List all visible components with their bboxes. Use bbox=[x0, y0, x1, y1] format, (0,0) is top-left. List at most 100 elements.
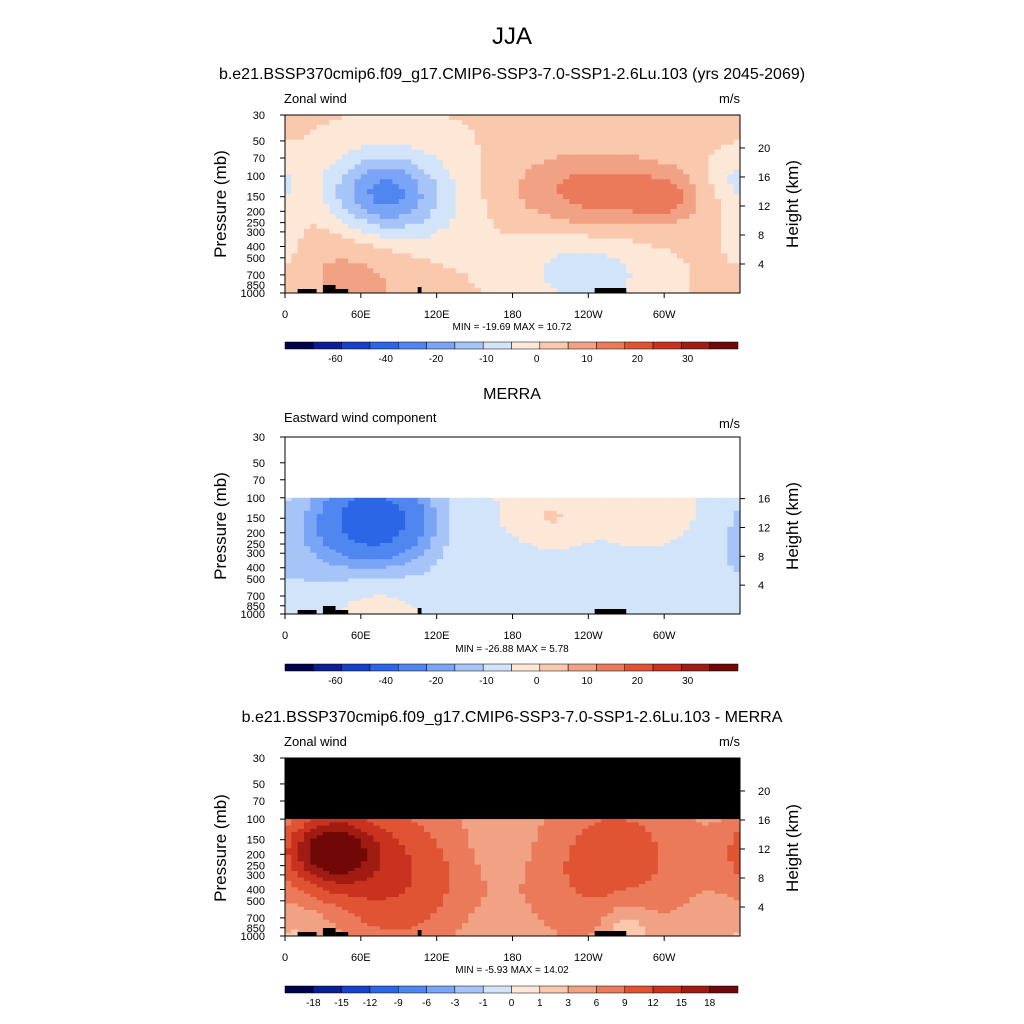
colorbar-box bbox=[284, 985, 314, 994]
y-tick-label: 70 bbox=[253, 475, 265, 487]
y-tick-label: 1000 bbox=[241, 609, 265, 621]
y-tick-label: 850 bbox=[247, 280, 265, 292]
topography-marker bbox=[594, 609, 627, 614]
colorbar-box bbox=[341, 985, 371, 994]
height-tick-label: 20 bbox=[758, 786, 770, 798]
y-tick-label: 100 bbox=[247, 171, 265, 183]
page-title: JJA bbox=[492, 23, 532, 50]
x-tick-label: 120W bbox=[574, 630, 603, 642]
x-tick-label: 120E bbox=[424, 952, 450, 964]
colorbar-box bbox=[709, 663, 739, 672]
x-tick-label: 60E bbox=[351, 630, 371, 642]
colorbar-box bbox=[596, 663, 625, 672]
colorbar-box bbox=[341, 341, 371, 350]
colorbar-label: -10 bbox=[479, 676, 494, 687]
colorbar-label: -40 bbox=[378, 354, 393, 365]
height-tick-label: 12 bbox=[758, 844, 770, 856]
y-tick-label: 400 bbox=[247, 884, 265, 896]
height-tick-label: 20 bbox=[758, 143, 770, 155]
y-tick-label: 30 bbox=[253, 432, 265, 444]
colorbar-box bbox=[482, 985, 512, 994]
colorbar-box bbox=[596, 341, 625, 350]
minmax-label: MIN = -5.93 MAX = 14.02 bbox=[455, 965, 569, 976]
colorbar-box bbox=[624, 341, 654, 350]
colorbar-box bbox=[482, 663, 512, 672]
topography-marker bbox=[297, 610, 317, 614]
y-tick-label: 150 bbox=[247, 513, 265, 525]
height-tick-label: 16 bbox=[758, 172, 770, 184]
colorbar-label: 20 bbox=[632, 676, 644, 687]
y-tick-label: 150 bbox=[247, 835, 265, 847]
colorbar-label: 6 bbox=[594, 998, 600, 1009]
variable-label: Eastward wind component bbox=[284, 410, 437, 425]
missing-data-region bbox=[285, 758, 740, 820]
y-tick-label: 70 bbox=[253, 796, 265, 808]
colorbar-box bbox=[426, 663, 456, 672]
x-tick-label: 60W bbox=[653, 630, 676, 642]
y-tick-label: 30 bbox=[253, 110, 265, 122]
colorbar-box bbox=[567, 985, 597, 994]
colorbar-box bbox=[681, 663, 710, 672]
height-tick-label: 12 bbox=[758, 201, 770, 213]
variable-label: Zonal wind bbox=[284, 734, 347, 749]
topography-marker bbox=[297, 932, 317, 936]
colorbar-box bbox=[681, 985, 710, 994]
colorbar: -60 -40 -20 -10 0 10 20 30 bbox=[284, 663, 739, 687]
x-tick-label: 0 bbox=[282, 630, 288, 642]
panel-merra: MERRA Eastward wind component m/s Pressu… bbox=[211, 386, 802, 687]
colorbar-box bbox=[511, 663, 541, 672]
topography-marker bbox=[335, 932, 349, 936]
colorbar-label: 20 bbox=[632, 354, 644, 365]
x-tick-label: 0 bbox=[282, 952, 288, 964]
colorbar-box bbox=[284, 341, 314, 350]
colorbar-box bbox=[709, 341, 739, 350]
topography-marker bbox=[322, 606, 336, 614]
y-tick-label: 100 bbox=[247, 493, 265, 505]
y-tick-label: 300 bbox=[247, 870, 265, 882]
colorbar-label: -9 bbox=[394, 998, 403, 1009]
height-tick-label: 4 bbox=[758, 259, 764, 271]
colorbar-box bbox=[511, 341, 541, 350]
colorbar-box bbox=[398, 663, 427, 672]
colorbar-box bbox=[539, 663, 569, 672]
panel-model: b.e21.BSSP370cmip6.f09_g17.CMIP6-SSP3-7.… bbox=[211, 66, 805, 365]
y-tick-label: 200 bbox=[247, 528, 265, 540]
colorbar-box bbox=[313, 663, 342, 672]
topography-marker bbox=[322, 928, 336, 936]
colorbar-box bbox=[624, 663, 654, 672]
x-tick-label: 60E bbox=[351, 952, 371, 964]
topography-marker bbox=[594, 931, 627, 936]
y-axis-label: Pressure (mb) bbox=[211, 794, 230, 902]
colorbar-box bbox=[652, 341, 682, 350]
y-tick-label: 70 bbox=[253, 153, 265, 165]
panel-difference: b.e21.BSSP370cmip6.f09_g17.CMIP6-SSP3-7.… bbox=[211, 709, 802, 1009]
y-tick-label: 850 bbox=[247, 601, 265, 613]
x-tick-label: 0 bbox=[282, 309, 288, 321]
y-axis-right-label: Height (km) bbox=[783, 160, 802, 248]
colorbar-box bbox=[454, 985, 484, 994]
colorbar-label: 30 bbox=[682, 676, 694, 687]
colorbar-label: 0 bbox=[509, 998, 515, 1009]
topography-marker bbox=[417, 608, 422, 614]
y-tick-label: 50 bbox=[253, 136, 265, 148]
colorbar-box bbox=[681, 341, 710, 350]
y-axis-right-label: Height (km) bbox=[783, 804, 802, 892]
height-tick-label: 16 bbox=[758, 815, 770, 827]
colorbar-label: -20 bbox=[429, 354, 444, 365]
x-tick-label: 180 bbox=[503, 952, 521, 964]
y-tick-label: 700 bbox=[247, 270, 265, 282]
colorbar-label: 0 bbox=[534, 676, 540, 687]
y-tick-label: 400 bbox=[247, 563, 265, 575]
colorbar-box bbox=[313, 341, 342, 350]
colorbar-box bbox=[539, 341, 569, 350]
height-tick-label: 12 bbox=[758, 522, 770, 534]
colorbar-box bbox=[369, 341, 399, 350]
colorbar-label: -20 bbox=[429, 676, 444, 687]
colorbar-label: -1 bbox=[479, 998, 488, 1009]
colorbar-label: 15 bbox=[676, 998, 688, 1009]
colorbar-box bbox=[341, 663, 371, 672]
colorbar-label: 12 bbox=[648, 998, 660, 1009]
y-tick-label: 1000 bbox=[241, 931, 265, 943]
panel-title: b.e21.BSSP370cmip6.f09_g17.CMIP6-SSP3-7.… bbox=[219, 66, 805, 83]
